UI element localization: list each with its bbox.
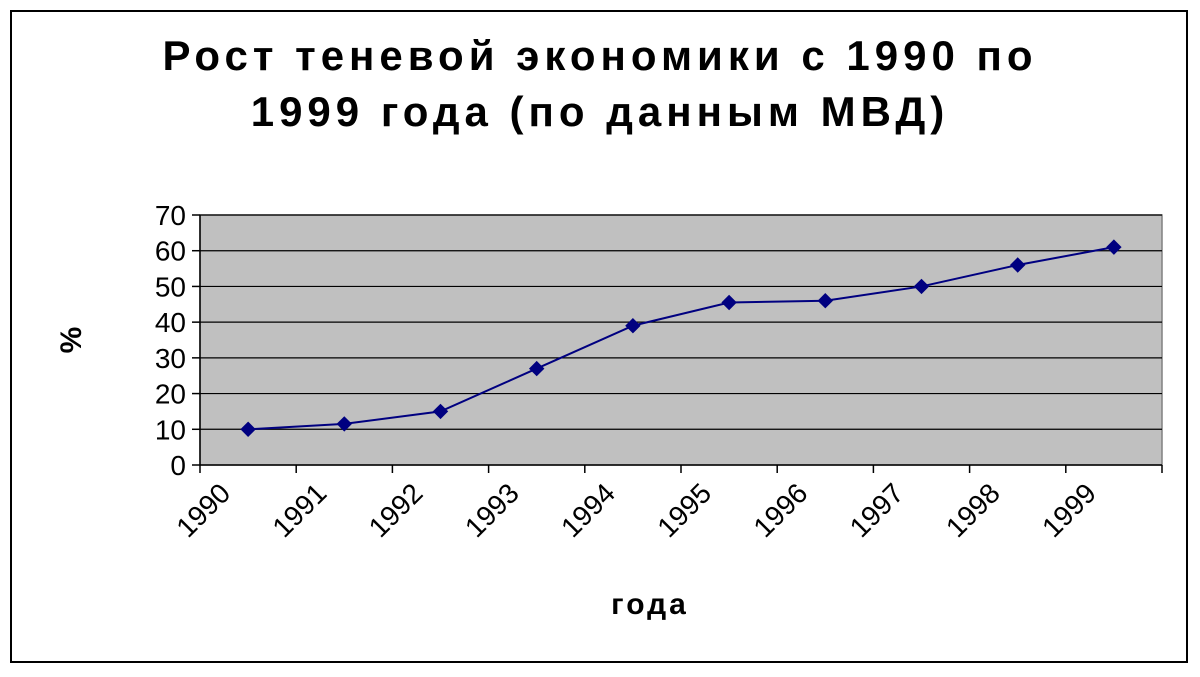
data-point [721, 294, 737, 311]
y-tick-label: 20 [155, 379, 186, 410]
y-tick-label: 0 [170, 450, 186, 481]
x-tick-label: 1997 [844, 477, 910, 543]
x-tick-label: 1998 [940, 477, 1006, 543]
x-axis-title: года [611, 588, 689, 621]
plot-area [199, 214, 1163, 466]
data-point [432, 403, 449, 420]
x-tick-label: 1999 [1036, 477, 1102, 543]
x-tick-label: 1991 [266, 477, 332, 543]
x-tick-label: 1993 [459, 477, 525, 543]
x-tick-label: 1990 [170, 477, 236, 543]
data-point [1106, 239, 1122, 255]
y-tick-label: 40 [155, 307, 186, 338]
data-point [1009, 257, 1026, 273]
y-tick-label: 30 [155, 343, 186, 374]
y-tick-label: 70 [155, 200, 186, 231]
y-tick-label: 60 [155, 236, 186, 267]
x-tick-label: 1995 [651, 477, 717, 543]
data-point [336, 416, 353, 432]
series-line [248, 246, 1115, 431]
data-point [913, 278, 930, 295]
y-tick-label: 50 [155, 271, 186, 302]
x-tick-label: 1992 [363, 477, 429, 543]
chart-title: Рост теневой экономики с 1990 по 1999 го… [162, 32, 1038, 135]
y-tick-label: 10 [155, 414, 186, 445]
data-point [817, 293, 834, 309]
data-point [625, 318, 641, 334]
data-point [528, 360, 545, 377]
data-point [240, 421, 256, 437]
x-tick-label: 1996 [747, 477, 813, 543]
x-tick-label: 1994 [555, 477, 621, 543]
